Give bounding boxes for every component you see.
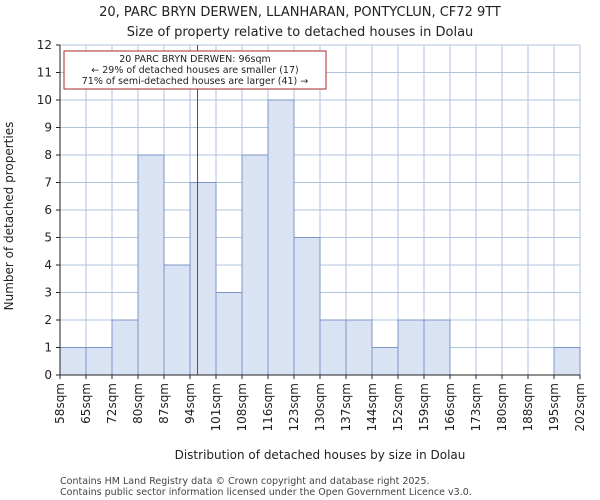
bar-195sqm — [553, 347, 581, 376]
annotation-line-3: 71% of semi-detached houses are larger (… — [82, 76, 309, 87]
bar-101sqm — [215, 292, 243, 376]
x-tick-label: 166sqm — [443, 383, 457, 431]
bar-72sqm — [111, 319, 139, 376]
x-tick-label: 130sqm — [313, 383, 327, 431]
x-tick-labels: 58sqm 65sqm 72sqm 80sqm 87sqm 94sqm 101sqm 108s… — [53, 375, 587, 431]
y-tick-label: 1 — [44, 341, 52, 355]
bar-144sqm — [371, 347, 399, 376]
x-tick-label: 173sqm — [469, 383, 483, 431]
footer-line-1: Contains HM Land Registry data © Crown c… — [60, 476, 430, 487]
bar-123sqm — [293, 237, 321, 376]
y-tick-label: 3 — [44, 286, 52, 300]
bar-108sqm — [241, 154, 269, 376]
chart-subtitle: Size of property relative to detached ho… — [127, 25, 474, 40]
bar-94sqm — [189, 182, 217, 376]
x-tick-label: 101sqm — [209, 383, 223, 431]
x-tick-label: 94sqm — [183, 383, 197, 424]
y-tick-label: 12 — [37, 38, 52, 52]
footer-line-2: Contains public sector information licen… — [60, 487, 472, 498]
chart-title: 20, PARC BRYN DERWEN, LLANHARAN, PONTYCL… — [99, 5, 501, 20]
annotation-box: 20 PARC BRYN DERWEN: 96sqm ← 29% of deta… — [63, 50, 327, 90]
annotation-border — [63, 50, 327, 90]
x-tick-label: 188sqm — [521, 383, 535, 431]
y-tick-label: 0 — [44, 368, 52, 382]
bar-130sqm — [319, 319, 347, 376]
y-tick-label: 9 — [44, 121, 52, 135]
bar-87sqm — [163, 264, 191, 376]
bar-137sqm — [345, 319, 373, 376]
y-tick-label: 8 — [44, 148, 52, 162]
bars — [59, 99, 581, 376]
x-tick-label: 202sqm — [573, 383, 587, 431]
y-tick-label: 4 — [44, 258, 52, 272]
y-axis-label: Number of detached properties — [2, 122, 16, 311]
x-tick-label: 72sqm — [105, 383, 119, 424]
y-tick-label: 10 — [37, 93, 52, 107]
bar-116sqm — [267, 99, 295, 376]
x-tick-label: 180sqm — [495, 383, 509, 431]
bar-159sqm — [423, 319, 451, 376]
x-tick-label: 87sqm — [157, 383, 171, 424]
y-tick-label: 11 — [37, 66, 52, 80]
x-axis-label: Distribution of detached houses by size … — [175, 448, 466, 462]
bar-80sqm — [137, 154, 165, 376]
x-tick-label: 58sqm — [53, 383, 67, 424]
x-tick-label: 123sqm — [287, 383, 301, 431]
x-tick-label: 116sqm — [261, 383, 275, 431]
x-tick-label: 159sqm — [417, 383, 431, 431]
bar-58sqm — [59, 347, 87, 376]
annotation-line-1: 20 PARC BRYN DERWEN: 96sqm — [119, 54, 271, 65]
x-tick-label: 144sqm — [365, 383, 379, 431]
x-tick-label: 65sqm — [79, 383, 93, 424]
annotation-line-2: ← 29% of detached houses are smaller (17… — [91, 65, 298, 76]
x-tick-label: 80sqm — [131, 383, 145, 424]
x-tick-label: 152sqm — [391, 383, 405, 431]
x-tick-label: 137sqm — [339, 383, 353, 431]
bar-65sqm — [85, 347, 113, 376]
bar-152sqm — [397, 319, 425, 376]
y-tick-label: 2 — [44, 313, 52, 327]
x-tick-label: 195sqm — [547, 383, 561, 431]
y-tick-label: 5 — [44, 231, 52, 245]
y-tick-label: 7 — [44, 176, 52, 190]
y-tick-label: 6 — [44, 203, 52, 217]
x-tick-label: 108sqm — [235, 383, 249, 431]
